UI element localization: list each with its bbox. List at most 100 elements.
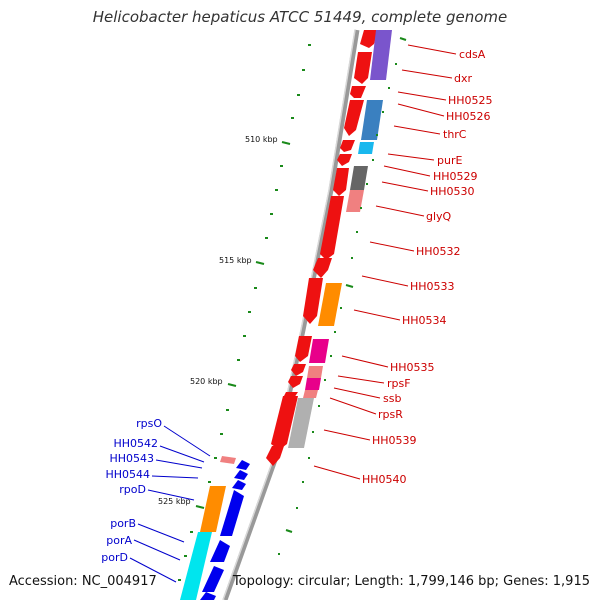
leader-line	[393, 125, 441, 135]
leader-line	[397, 91, 447, 101]
leader-line	[313, 465, 361, 480]
gene-box	[288, 398, 314, 448]
tick-mark	[281, 141, 291, 145]
gene-arrow	[232, 480, 246, 490]
leader-line	[375, 205, 425, 217]
gene-label: HH0526	[446, 110, 491, 123]
gene-arrow	[234, 470, 248, 480]
gene-label: HH0544	[105, 468, 150, 481]
gene-arrow	[288, 376, 303, 388]
gene-label: ssb	[383, 392, 401, 405]
gene-label: cdsA	[459, 48, 486, 61]
gene-box	[305, 378, 321, 390]
leader-line	[129, 557, 177, 583]
gene-box	[361, 100, 383, 140]
gene-label: porA	[106, 534, 132, 547]
accession-text: Accession: NC_004917	[9, 574, 157, 589]
gene-label: rpsO	[136, 417, 162, 430]
gene-arrow	[350, 86, 366, 98]
gene-label: purE	[437, 154, 462, 167]
gene-label: rpsF	[387, 377, 411, 390]
gene-label: porD	[101, 551, 128, 564]
gene-arrow	[271, 396, 298, 450]
leader-line	[137, 523, 185, 543]
gene-box	[358, 142, 374, 154]
gene-arrow	[320, 196, 344, 260]
leader-line	[381, 181, 429, 192]
scale-ticks	[178, 37, 407, 581]
gene-arrow	[295, 336, 312, 362]
gene-arrow	[344, 100, 364, 136]
gene-box	[309, 339, 329, 363]
leader-line	[323, 429, 371, 441]
leader-line	[387, 153, 435, 161]
gene-arrow	[200, 592, 216, 600]
right-gene-labels: cdsA dxr HH0525 HH0526 thrC purE HH0529 …	[362, 48, 493, 486]
leader-line	[353, 309, 401, 321]
genome-summary: Topology: circular; Length: 1,799,146 bp…	[232, 574, 590, 589]
gene-label: glyQ	[426, 210, 452, 223]
gene-label: rpoD	[119, 483, 146, 496]
tick-label-510: 510 kbp	[245, 135, 278, 144]
leader-line	[341, 355, 389, 368]
gene-box	[346, 190, 364, 212]
forward-strand-genes	[266, 30, 378, 466]
leader-line	[329, 397, 377, 415]
leader-line	[361, 275, 409, 287]
forward-strand-features	[288, 30, 392, 448]
gene-arrow	[333, 168, 349, 196]
gene-arrow	[303, 278, 323, 324]
gene-box	[318, 283, 342, 326]
gene-arrow	[337, 154, 352, 166]
gene-label: HH0530	[430, 185, 475, 198]
leader-line	[383, 165, 431, 177]
leader-line	[333, 387, 381, 399]
gene-label: HH0542	[113, 437, 158, 450]
tick-mark	[227, 383, 237, 387]
tick-label-520: 520 kbp	[190, 377, 223, 386]
gene-box	[303, 390, 318, 398]
gene-box	[200, 486, 226, 532]
left-gene-labels: rpsO HH0542 HH0543 HH0544 rpoD porB porA…	[101, 417, 162, 564]
leader-line	[401, 69, 453, 79]
reverse-strand-features	[180, 456, 250, 600]
leader-line	[407, 44, 457, 55]
gene-box	[220, 456, 236, 464]
gene-label: HH0543	[109, 452, 154, 465]
left-leader-lines	[129, 425, 211, 583]
gene-arrow	[340, 140, 355, 152]
gene-label: HH0540	[362, 473, 407, 486]
leader-line	[163, 425, 211, 457]
gene-label: HH0534	[402, 314, 447, 327]
gene-arrow	[220, 490, 244, 536]
map-title: Helicobacter hepaticus ATCC 51449, compl…	[92, 8, 508, 26]
gene-arrow	[360, 30, 378, 48]
gene-label: thrC	[443, 128, 467, 141]
gene-label: HH0535	[390, 361, 435, 374]
gene-box	[370, 30, 392, 80]
leader-line	[337, 375, 385, 384]
gene-arrow	[313, 258, 332, 278]
tick-label-525: 525 kbp	[158, 497, 191, 506]
gene-arrow	[266, 446, 284, 466]
gene-label: dxr	[454, 72, 472, 85]
tick-label-515: 515 kbp	[219, 256, 252, 265]
gene-arrow	[210, 540, 230, 562]
gene-label: HH0539	[372, 434, 417, 447]
tick-mark	[345, 284, 354, 288]
gene-label: rpsR	[378, 408, 403, 421]
gene-box	[180, 532, 212, 600]
leader-line	[151, 475, 199, 479]
tick-mark	[255, 261, 265, 265]
gene-arrow	[354, 52, 372, 84]
tick-mark	[285, 529, 293, 533]
gene-label: HH0529	[433, 170, 478, 183]
genome-backbone	[222, 29, 360, 600]
leader-line	[147, 489, 195, 501]
right-leader-lines	[313, 44, 457, 480]
gene-label: HH0532	[416, 245, 461, 258]
tick-mark	[195, 505, 205, 509]
leader-line	[159, 445, 205, 463]
gene-arrow	[236, 460, 250, 470]
gene-label: porB	[110, 517, 136, 530]
